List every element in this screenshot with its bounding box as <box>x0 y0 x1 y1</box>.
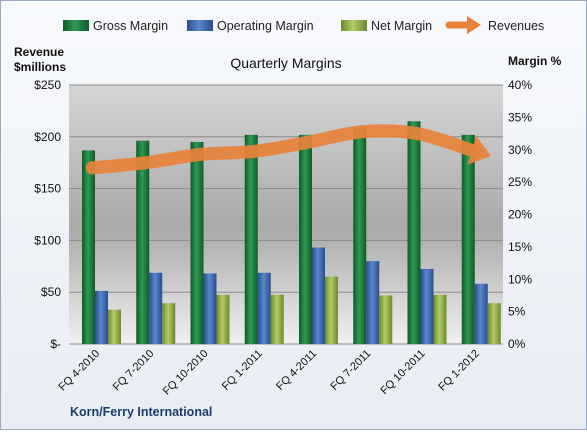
x-axis-ticks: FQ 4-2010 FQ 7-2010 FQ 10-2010 FQ 1-2011 FQ … <box>57 348 482 398</box>
bar-net-margin <box>433 294 447 344</box>
right-tick-label: 35% <box>508 110 532 124</box>
revenue-line <box>85 124 479 175</box>
bar-net-margin <box>487 303 501 344</box>
right-tick-label: 25% <box>508 175 532 189</box>
right-tick-label: 10% <box>508 272 532 286</box>
x-tick-label: FQ 7-2011 <box>328 348 373 393</box>
legend-label-operating: Operating Margin <box>217 19 314 33</box>
bar-operating-margin <box>474 283 488 344</box>
left-tick-label: $250 <box>34 78 61 92</box>
bar-net-margin <box>325 276 338 344</box>
left-tick-label: $100 <box>34 233 61 247</box>
legend-swatch-net <box>341 20 367 31</box>
revenue-series <box>85 124 492 175</box>
legend-swatch-operating <box>187 20 213 31</box>
bars <box>82 121 501 344</box>
right-tick-label: 5% <box>508 305 526 319</box>
x-tick-label: FQ 7-2010 <box>111 348 157 394</box>
bar-net-margin <box>379 295 393 344</box>
bar-gross-margin <box>299 134 312 344</box>
right-tick-label: 40% <box>508 78 532 92</box>
bar-gross-margin <box>461 134 475 344</box>
right-tick-label: 30% <box>508 143 532 157</box>
x-tick-label: FQ 4-2010 <box>57 348 103 394</box>
left-axis-ticks: $- $50 $100 $150 $200 $250 <box>34 78 61 351</box>
right-tick-label: 15% <box>508 240 532 254</box>
bar-net-margin <box>162 303 176 344</box>
left-tick-label: $150 <box>34 182 61 196</box>
bar-operating-margin <box>366 261 380 344</box>
left-tick-label: $50 <box>41 285 61 299</box>
x-tick-label: FQ 10-2011 <box>378 348 427 397</box>
x-tick-label: FQ 1-2011 <box>220 348 265 393</box>
bar-operating-margin <box>149 272 163 344</box>
bar-operating-margin <box>203 273 217 344</box>
bar-operating-margin <box>312 247 325 344</box>
bar-gross-margin <box>407 121 421 344</box>
bar-gross-margin <box>244 134 258 344</box>
legend-label-gross: Gross Margin <box>93 19 168 33</box>
legend-swatch-revenues <box>445 16 481 34</box>
legend-label-net: Net Margin <box>371 19 432 33</box>
legend: Gross Margin Operating Margin Net Margin… <box>63 16 544 34</box>
left-tick-label: $200 <box>34 130 61 144</box>
bar-operating-margin <box>95 290 108 344</box>
legend-swatch-gross <box>63 20 89 31</box>
bar-net-margin <box>270 294 284 344</box>
revenue-arrowhead <box>467 135 492 165</box>
company-name: Korn/Ferry International <box>70 405 212 419</box>
bar-net-margin <box>216 294 230 344</box>
bar-gross-margin <box>82 150 95 344</box>
bar-gross-margin <box>353 127 367 344</box>
bar-operating-margin <box>257 272 271 344</box>
x-tick-label: FQ 10-2010 <box>161 348 211 398</box>
right-axis-ticks: 0% 5% 10% 15% 20% 25% 30% 35% 40% <box>508 78 532 351</box>
left-tick-label: $- <box>50 337 61 351</box>
left-axis-label-line2: $millions <box>14 60 66 74</box>
bar-gross-margin <box>136 140 150 344</box>
left-axis-label-line1: Revenue <box>14 45 64 59</box>
x-tick-label: FQ 1-2012 <box>436 348 482 394</box>
bar-net-margin <box>108 309 121 344</box>
right-axis-label: Margin % <box>508 54 562 68</box>
right-tick-label: 20% <box>508 208 532 222</box>
bar-operating-margin <box>420 268 434 344</box>
chart-title: Quarterly Margins <box>230 55 341 71</box>
legend-label-revenues: Revenues <box>488 19 544 33</box>
bar-gross-margin <box>190 141 204 344</box>
right-tick-label: 0% <box>508 337 526 351</box>
x-tick-label: FQ 4-2011 <box>274 348 319 393</box>
